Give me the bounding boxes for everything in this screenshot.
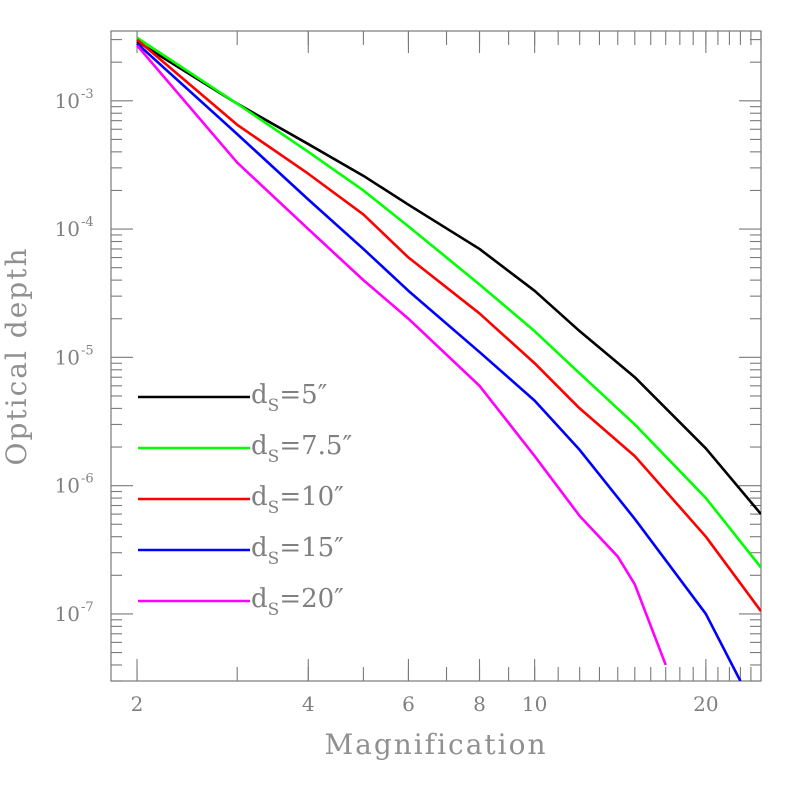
- y-axis-label: Optical depth: [0, 246, 33, 465]
- legend-label-rest: =15″: [279, 533, 344, 563]
- y-tick-label: 10 -6: [55, 472, 94, 498]
- y-tick-base: 10: [55, 89, 80, 113]
- x-tick-label: 10: [522, 692, 547, 716]
- legend-label-main: d: [251, 431, 268, 461]
- y-tick-exponent: -3: [81, 87, 94, 102]
- x-tick-label: 2: [131, 692, 144, 716]
- y-tick-label: 10 -4: [55, 215, 94, 241]
- y-tick-labels: 10-310-410-510-610-7: [55, 87, 94, 626]
- y-tick-base: 10: [55, 602, 80, 626]
- plot-frame: [110, 30, 762, 682]
- series-lines: [136, 36, 761, 681]
- legend-label-sub: S: [268, 498, 280, 518]
- x-tick-label: 8: [473, 692, 486, 716]
- legend-label-rest: =7.5″: [279, 431, 352, 461]
- x-axis-label: Magnification: [324, 728, 547, 761]
- y-tick-label: 10 -3: [55, 87, 94, 113]
- legend-label-rest: =20″: [279, 584, 344, 614]
- x-tick-label: 4: [302, 692, 315, 716]
- axis-ticks: [111, 31, 762, 682]
- y-tick-exponent: -7: [81, 600, 94, 615]
- y-tick-exponent: -4: [81, 215, 94, 230]
- x-tick-labels: 2 4 6 8 10 20: [131, 692, 719, 716]
- legend-label-main: d: [251, 584, 268, 614]
- legend-item-3: dS=10″: [138, 482, 344, 518]
- y-tick-base: 10: [55, 217, 80, 241]
- x-tick-label: 20: [693, 692, 718, 716]
- legend-item-5: dS=20″: [138, 584, 344, 620]
- legend-label: dS=7.5″: [251, 431, 352, 467]
- legend-item-2: dS=7.5″: [138, 431, 352, 467]
- legend-label-main: d: [251, 533, 268, 563]
- series-line-3: [136, 38, 761, 612]
- legend-label-sub: S: [268, 549, 280, 569]
- legend-label-sub: S: [268, 396, 280, 416]
- legend-item-1: dS=5″: [138, 380, 328, 416]
- series-line-2: [136, 36, 761, 569]
- series-line-5: [136, 44, 667, 666]
- y-tick-base: 10: [55, 474, 80, 498]
- series-line-1: [136, 40, 761, 515]
- y-tick-base: 10: [55, 345, 80, 369]
- legend-label: dS=10″: [251, 482, 344, 518]
- y-tick-label: 10 -5: [55, 343, 94, 369]
- legend-label-rest: =5″: [279, 380, 327, 410]
- y-tick-exponent: -6: [81, 472, 94, 487]
- legend-label-main: d: [251, 482, 268, 512]
- y-tick-label: 10 -7: [55, 600, 94, 626]
- legend-label-sub: S: [268, 600, 280, 620]
- series-line-4: [136, 42, 742, 681]
- legend: dS=5″dS=7.5″dS=10″dS=15″dS=20″: [138, 380, 352, 620]
- legend-label-sub: S: [268, 447, 280, 467]
- legend-label: dS=20″: [251, 584, 344, 620]
- x-tick-label: 6: [402, 692, 415, 716]
- legend-label-main: d: [251, 380, 268, 410]
- legend-item-4: dS=15″: [138, 533, 344, 569]
- y-tick-exponent: -5: [81, 343, 94, 358]
- legend-label: dS=15″: [251, 533, 344, 569]
- legend-label-rest: =10″: [279, 482, 344, 512]
- legend-label: dS=5″: [251, 380, 328, 416]
